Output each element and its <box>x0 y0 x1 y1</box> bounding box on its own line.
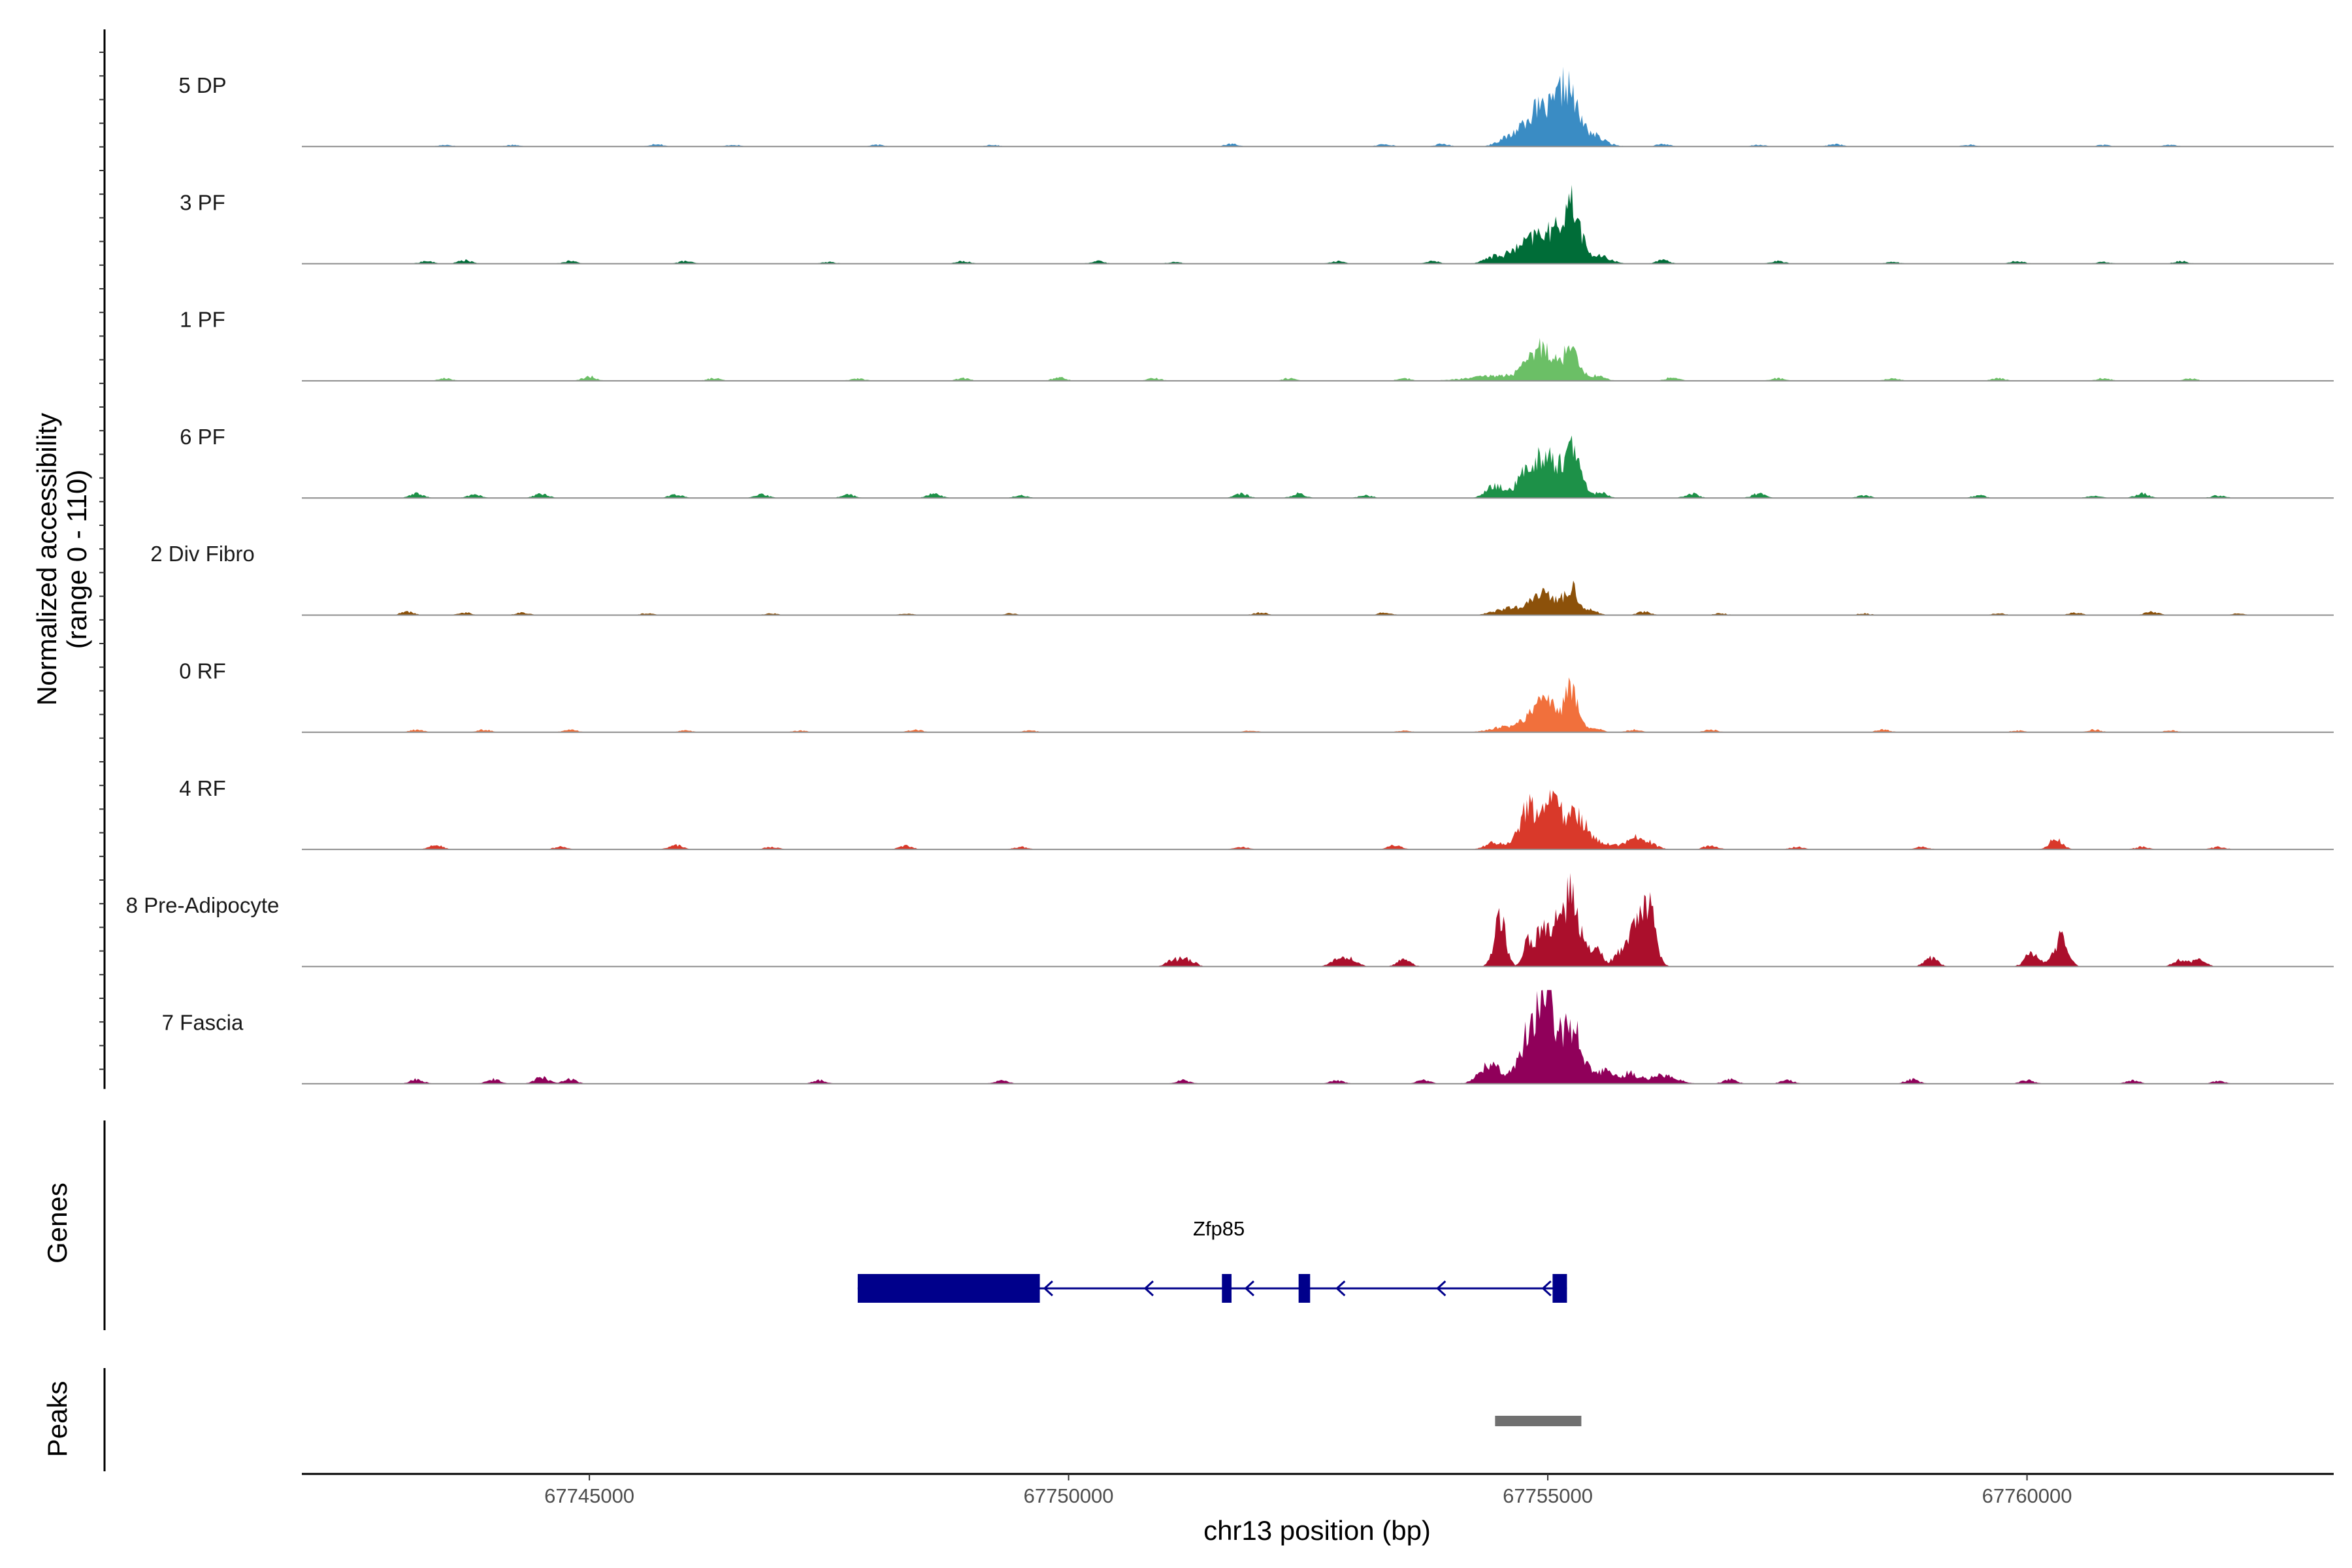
strand-arrow <box>1436 1280 1446 1297</box>
track-label: 2 Div Fibro <box>150 542 255 566</box>
peak-region <box>1495 1416 1582 1426</box>
track-label: 1 PF <box>180 308 225 332</box>
coverage-area <box>302 338 2334 381</box>
gene-name-label: Zfp85 <box>1193 1217 1245 1240</box>
y-axis-title: Normalized accessibility (range 0 - 110) <box>31 413 92 706</box>
x-tick-label: 67760000 <box>1982 1484 2072 1507</box>
track-label: 6 PF <box>180 425 225 449</box>
strand-arrow <box>1043 1280 1053 1297</box>
track-label: 8 Pre-Adipocyte <box>126 893 280 917</box>
track-label: 5 DP <box>178 73 226 97</box>
track-1-pf: 1 PF <box>180 308 2334 382</box>
gene-exon <box>1298 1274 1311 1303</box>
track-3-pf: 3 PF <box>180 184 2334 265</box>
track-label: 0 RF <box>179 659 226 683</box>
x-axis-title: chr13 position (bp) <box>1203 1515 1431 1546</box>
strand-arrow <box>1335 1280 1346 1297</box>
gene-exon <box>857 1274 1040 1303</box>
track-7-fascia: 7 Fascia <box>162 990 2334 1085</box>
genes-track-title: Genes <box>42 1183 73 1264</box>
coverage-area <box>302 67 2334 147</box>
strand-arrow <box>1244 1280 1254 1297</box>
peaks-track <box>103 1368 1582 1471</box>
x-tick-label: 67755000 <box>1503 1484 1593 1507</box>
peaks-track-title: Peaks <box>42 1381 73 1458</box>
x-tick-label: 67745000 <box>544 1484 634 1507</box>
coverage-area <box>302 990 2334 1084</box>
track-4-rf: 4 RF <box>179 776 2334 851</box>
track-label: 4 RF <box>179 776 226 800</box>
track-6-pf: 6 PF <box>180 425 2334 499</box>
coverage-area <box>302 789 2334 850</box>
gene-exon <box>1552 1274 1567 1303</box>
coverage-tracks: 5 DP 3 PF 1 PF 6 PF 2 Div Fibro 0 RF 4 RF 8 Pre… <box>99 29 2334 1089</box>
y-axis-title-line2: (range 0 - 110) <box>61 470 92 649</box>
track-0-rf: 0 RF <box>179 659 2334 733</box>
coverage-area <box>302 184 2334 264</box>
coverage-area <box>302 873 2334 967</box>
gene-exon <box>1222 1274 1232 1303</box>
track-2-div-fibro: 2 Div Fibro <box>150 542 2334 616</box>
strand-arrow <box>1541 1280 1552 1297</box>
coverage-area <box>302 580 2334 615</box>
track-label: 3 PF <box>180 190 225 214</box>
gene-track: Zfp85 <box>103 1120 1567 1330</box>
x-tick-label: 67750000 <box>1024 1484 1114 1507</box>
coverage-area <box>302 677 2334 732</box>
track-8-pre-adipocyte: 8 Pre-Adipocyte <box>126 873 2334 968</box>
coverage-area <box>302 435 2334 498</box>
x-axis: 67745000 67750000 67755000 67760000 <box>302 1473 2334 1507</box>
strand-arrow <box>1143 1280 1154 1297</box>
track-5-dp: 5 DP <box>178 67 2334 148</box>
y-axis-title-line1: Normalized accessibility <box>31 413 62 706</box>
track-label: 7 Fascia <box>162 1010 244 1034</box>
